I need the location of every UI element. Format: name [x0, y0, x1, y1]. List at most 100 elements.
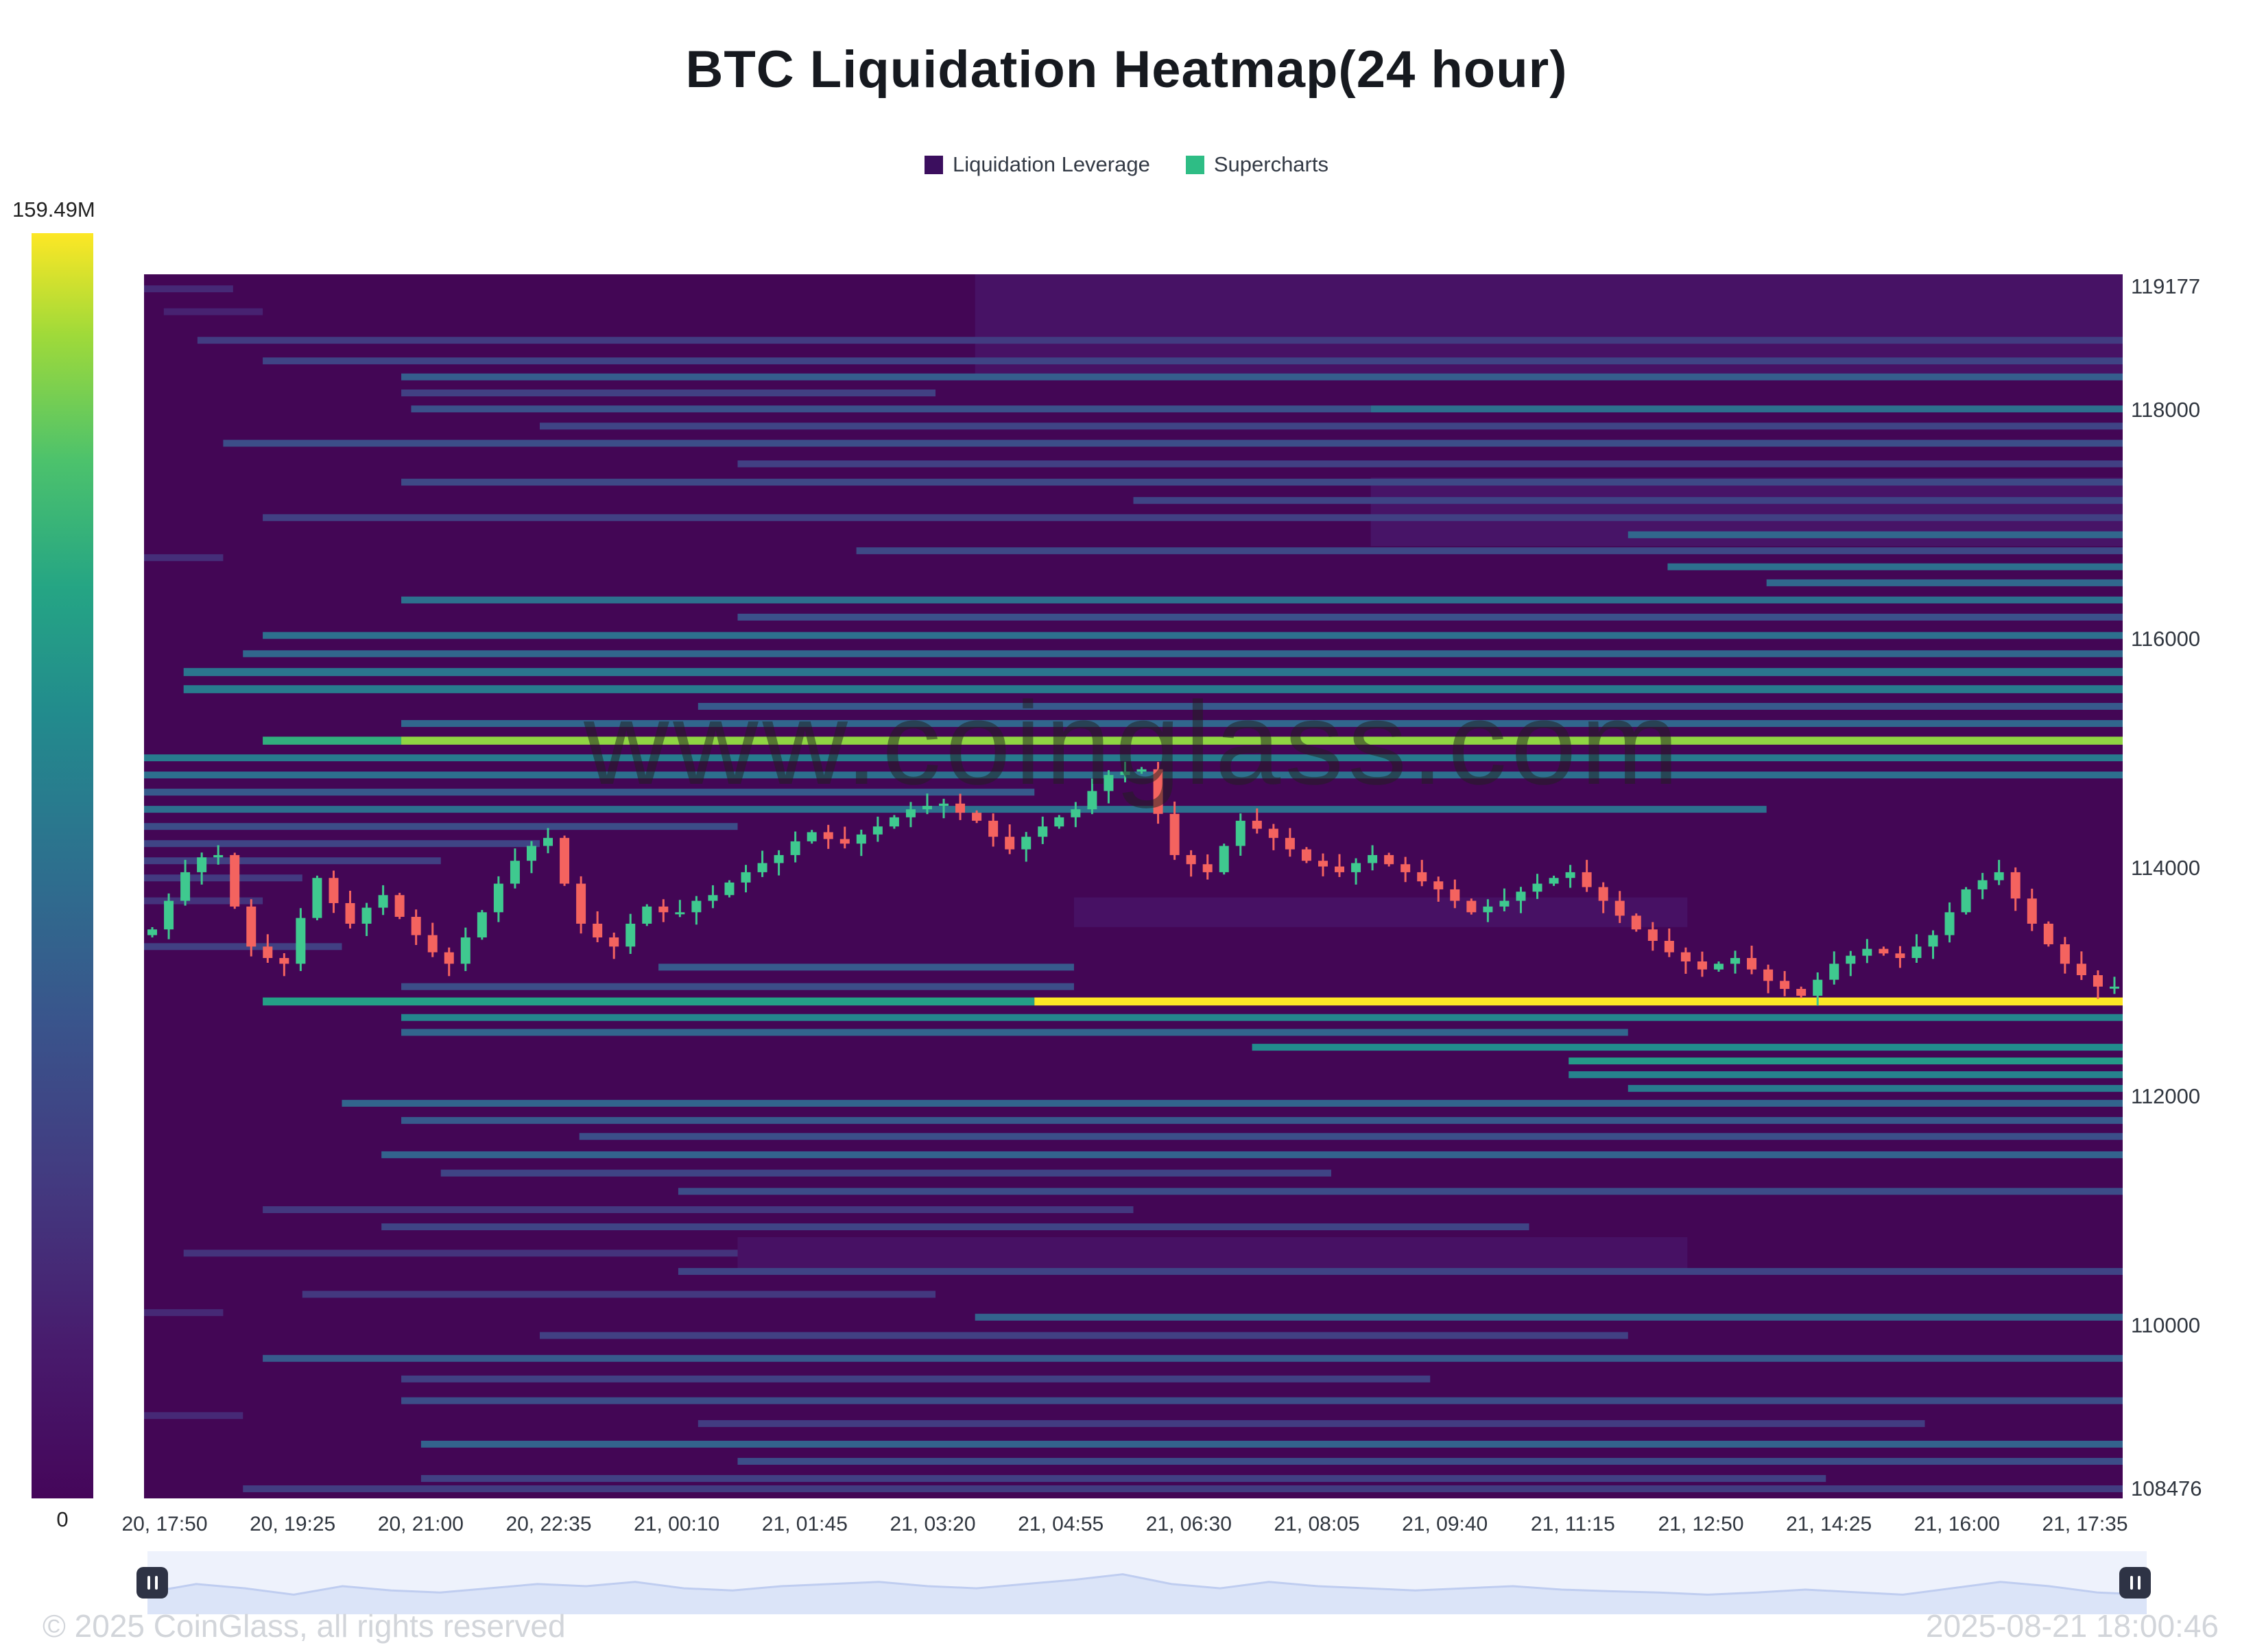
liquidation-band: [420, 1474, 1826, 1482]
time-tick-label: 21, 00:10: [634, 1513, 720, 1535]
candle-body: [427, 935, 438, 953]
candle-body: [1532, 883, 1542, 892]
time-tick-label: 21, 17:35: [2042, 1513, 2128, 1535]
liquidation-band: [678, 1188, 2123, 1195]
liquidation-band: [1034, 997, 2123, 1006]
liquidation-band: [144, 1412, 243, 1420]
candle-body: [1252, 820, 1262, 829]
liquidation-band: [144, 897, 263, 905]
heatmap-canvas[interactable]: [144, 274, 2123, 1498]
navigator-handle-right[interactable]: [2119, 1567, 2151, 1599]
liquidation-band: [579, 1133, 2123, 1140]
candle-body: [1813, 979, 1823, 996]
price-tick-label: 116000: [2131, 626, 2201, 651]
candle-body: [1730, 958, 1741, 964]
liquidation-band: [223, 440, 2123, 447]
candle-body: [1268, 828, 1278, 838]
price-tick-label: 114000: [2131, 855, 2201, 880]
candle-body: [839, 839, 850, 844]
liquidation-leverage-swatch-icon: [925, 155, 943, 174]
candle-body: [378, 895, 388, 908]
liquidation-band: [1370, 405, 2123, 413]
candle-body: [1285, 837, 1295, 850]
candle-body: [922, 806, 932, 810]
liquidation-band: [698, 1420, 1925, 1427]
candle-body: [1895, 953, 1905, 959]
candle-body: [1516, 891, 1526, 901]
navigator-series-line: [147, 1573, 2147, 1596]
candle-body: [2109, 986, 2119, 989]
candle-body: [939, 803, 949, 806]
candle-body: [625, 923, 636, 947]
candle-body: [1368, 854, 1378, 863]
liquidation-band: [163, 308, 263, 315]
candle-body: [1450, 889, 1460, 901]
candle-body: [2060, 944, 2070, 964]
candle-body: [609, 937, 619, 947]
liquidation-band: [1133, 496, 2123, 504]
liquidation-band: [144, 874, 302, 882]
candle-body: [1318, 861, 1328, 867]
liquidation-band: [263, 997, 1035, 1006]
candle-body: [642, 906, 652, 924]
candle-body: [708, 895, 718, 901]
page-title: BTC Liquidation Heatmap(24 hour): [685, 40, 1568, 99]
navigator-handle-left[interactable]: [136, 1567, 168, 1599]
candle-body: [543, 837, 553, 846]
candle-body: [361, 907, 372, 924]
price-tick-label: 112000: [2131, 1084, 2201, 1109]
price-tick-label: 110000: [2131, 1313, 2201, 1337]
liquidation-band: [1569, 1057, 2123, 1065]
pause-icon: [2137, 1576, 2141, 1590]
liquidation-band: [144, 789, 1035, 796]
candle-body: [790, 841, 800, 855]
liquidation-band: [737, 460, 2123, 468]
liquidation-band: [263, 1354, 2123, 1362]
candle-body: [312, 878, 322, 918]
candle-body: [1697, 961, 1707, 970]
time-tick-label: 21, 08:05: [1274, 1513, 1360, 1535]
legend-label: Supercharts: [1213, 152, 1328, 176]
navigator-area[interactable]: [147, 1551, 2147, 1614]
candle-body: [1071, 809, 1081, 817]
liquidation-band: [342, 1099, 2123, 1107]
time-tick-label: 21, 14:25: [1786, 1513, 1872, 1535]
candle-body: [905, 809, 916, 817]
candle-body: [1235, 820, 1245, 846]
candle-body: [1647, 929, 1658, 941]
time-tick-label: 20, 21:00: [377, 1513, 464, 1535]
time-tick-label: 20, 17:50: [121, 1513, 208, 1535]
time-tick-label: 21, 04:55: [1018, 1513, 1104, 1535]
candle-body: [1400, 864, 1411, 872]
legend-item-supercharts[interactable]: Supercharts: [1185, 152, 1328, 177]
heatmap-chart[interactable]: www.coinglass.com: [144, 274, 2123, 1498]
navigator[interactable]: [136, 1551, 2151, 1614]
time-tick-label: 21, 16:00: [1914, 1513, 2000, 1535]
candle-body: [1713, 963, 1724, 970]
candle-body: [147, 929, 158, 935]
candle-body: [1747, 958, 1757, 970]
liquidation-band: [144, 285, 233, 293]
candle-body: [444, 952, 454, 964]
candle-body: [230, 854, 240, 907]
candle-body: [741, 872, 751, 883]
candle-body: [1961, 889, 1971, 913]
candle-body: [263, 946, 273, 959]
candle-body: [2027, 898, 2037, 924]
candle-body: [1664, 940, 1674, 953]
candle-body: [1846, 955, 1856, 964]
time-tick-label: 21, 11:15: [1530, 1513, 1615, 1535]
candle-body: [889, 817, 899, 827]
candle-body: [1038, 826, 1048, 837]
candle-body: [345, 902, 355, 924]
price-tick-label: 108476: [2131, 1476, 2202, 1500]
colorbar-max-label: 159.49M: [12, 197, 95, 222]
candle-body: [658, 906, 669, 913]
legend-item-liquidation-leverage[interactable]: Liquidation Leverage: [925, 152, 1150, 177]
liquidation-band: [658, 963, 1074, 971]
candle-body: [872, 826, 883, 835]
candle-body: [1763, 969, 1774, 981]
liquidation-band: [381, 1151, 2123, 1158]
candle-body: [972, 813, 982, 821]
candle-body: [988, 820, 999, 837]
